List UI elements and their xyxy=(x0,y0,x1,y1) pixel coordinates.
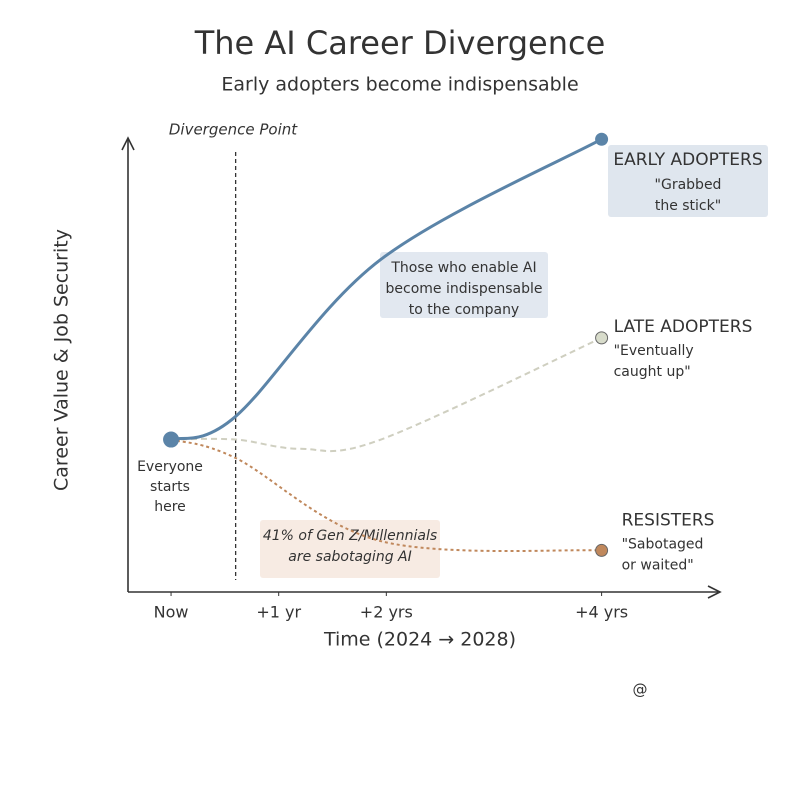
series-note: the stick" xyxy=(655,198,721,214)
end-point xyxy=(595,331,609,345)
end-point xyxy=(595,543,609,557)
callout-text: Those who enable AI xyxy=(390,260,536,276)
callout-text: are sabotaging AI xyxy=(288,549,411,565)
watermark: @ xyxy=(633,681,648,699)
x-tick-label: +2 yrs xyxy=(360,603,413,622)
callout-box xyxy=(380,252,548,318)
y-axis-label: Career Value & Job Security xyxy=(51,229,73,491)
series-line xyxy=(170,137,603,441)
x-tick-label: +4 yrs xyxy=(575,603,628,622)
end-point xyxy=(595,132,609,146)
start-label: here xyxy=(154,499,186,515)
series-name: RESISTERS xyxy=(622,510,715,530)
x-tick-label: +1 yr xyxy=(256,603,301,622)
series-note: "Grabbed xyxy=(655,177,722,193)
divergence-label: Divergence Point xyxy=(169,121,298,139)
series-name: LATE ADOPTERS xyxy=(614,317,753,337)
start-label: starts xyxy=(150,479,190,495)
label-box xyxy=(608,145,768,217)
series-line xyxy=(170,438,602,553)
callout-text: 41% of Gen Z/Millennials xyxy=(263,528,437,544)
x-tick-label: Now xyxy=(154,603,189,622)
y-axis-arrow xyxy=(121,136,135,151)
series-note: "Sabotaged xyxy=(622,536,704,552)
callout-text: become indispensable xyxy=(386,281,543,297)
chart-subtitle: Early adopters become indispensable xyxy=(221,74,578,96)
start-point xyxy=(163,431,180,448)
series-note: or waited" xyxy=(622,557,694,573)
callout-text: to the company xyxy=(409,302,519,318)
series-note: caught up" xyxy=(614,364,691,380)
series-name: EARLY ADOPTERS xyxy=(613,150,762,170)
series-note: "Eventually xyxy=(614,343,694,359)
x-axis-arrow xyxy=(707,585,722,599)
series-line xyxy=(171,336,603,453)
callout-box xyxy=(260,520,440,578)
start-label: Everyone xyxy=(137,459,203,475)
chart-title: The AI Career Divergence xyxy=(194,24,606,62)
x-axis-label: Time (2024 → 2028) xyxy=(323,629,516,651)
